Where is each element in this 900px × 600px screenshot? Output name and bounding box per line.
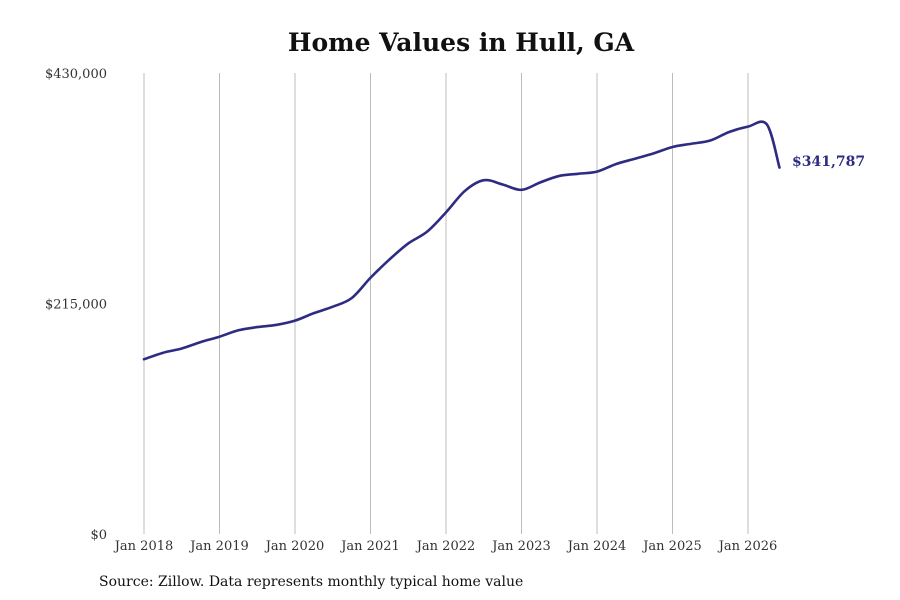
x-tick-label: Jan 2025: [641, 539, 702, 554]
x-tick-label: Jan 2018: [113, 539, 174, 554]
x-tick-label: Jan 2023: [490, 539, 551, 554]
y-tick-label: $0: [90, 528, 107, 543]
gridlines: [143, 73, 749, 534]
source-note: Source: Zillow. Data represents monthly …: [99, 574, 524, 590]
y-tick-label: $215,000: [45, 298, 107, 313]
series-line: [142, 120, 781, 361]
x-tick-label: Jan 2026: [717, 539, 778, 554]
end-value-label: $341,787: [792, 154, 865, 170]
annotations: $341,787: [792, 154, 865, 170]
x-tick-label: Jan 2019: [188, 539, 249, 554]
series-layer: [142, 120, 781, 361]
chart-title: Home Values in Hull, GA: [287, 28, 635, 57]
x-tick-label: Jan 2020: [264, 539, 325, 554]
x-tick-label: Jan 2024: [566, 539, 627, 554]
x-axis: Jan 2018 Jan 2019 Jan 2020 Jan 2021 Jan 2022…: [113, 539, 778, 554]
x-tick-label: Jan 2021: [339, 539, 400, 554]
y-tick-label: $430,000: [45, 67, 107, 82]
y-axis: $0 $215,000 $430,000: [45, 67, 107, 543]
x-tick-label: Jan 2022: [415, 539, 476, 554]
